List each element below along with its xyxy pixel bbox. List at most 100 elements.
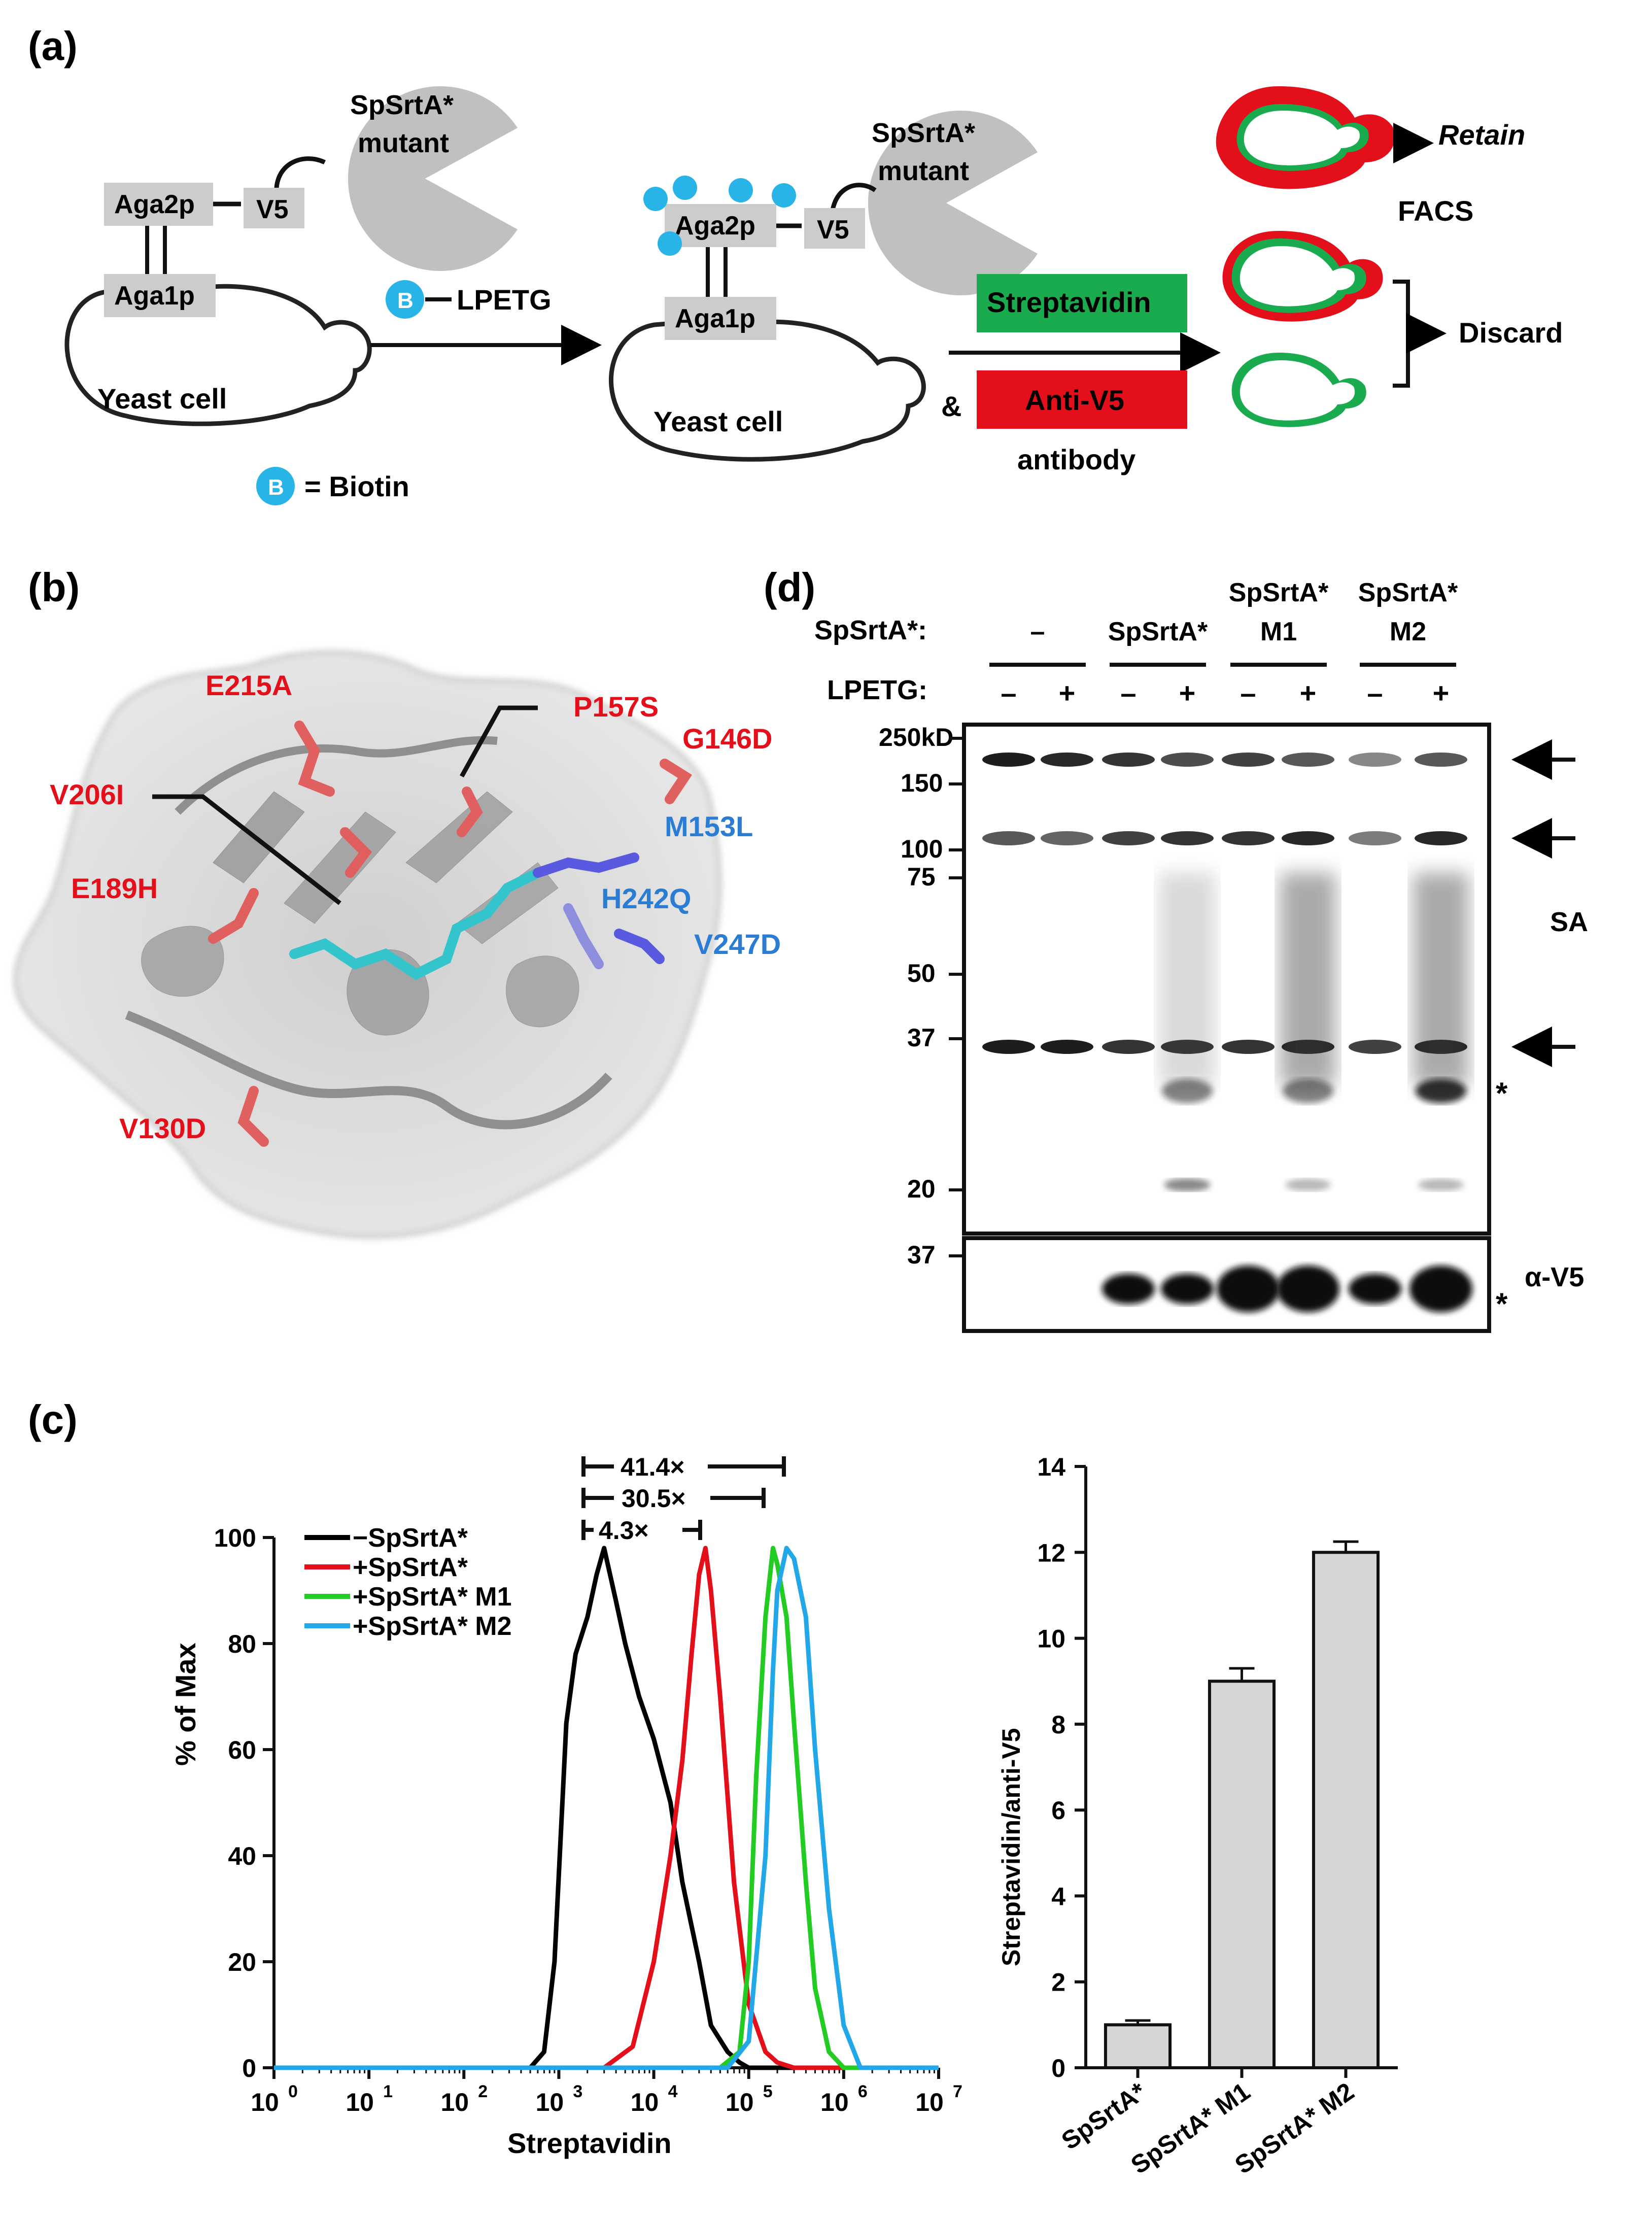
sa-band-6-1 [1349, 831, 1401, 845]
sa-band-7-0 [1415, 753, 1467, 767]
sa-band-1-0 [1041, 753, 1093, 767]
discard-bracket [1393, 280, 1410, 388]
wb-lane-sign-5: + [1300, 677, 1317, 709]
wb-group-top-2: SpSrtA* [1229, 578, 1329, 607]
streptavidin-label: Streptavidin [987, 286, 1151, 318]
sa-smear-band-7 [1416, 1079, 1466, 1103]
wb-lane-sign-6: – [1367, 677, 1383, 709]
wb-group-top-3: SpSrtA* [1358, 578, 1458, 607]
anti-v5-box [977, 370, 1187, 429]
biotin-dot-2 [673, 176, 697, 200]
sa-band-0-0 [982, 753, 1035, 767]
biotin-dot-4 [772, 183, 796, 208]
hist-ytick-label-5: 100 [214, 1524, 256, 1552]
bar-ytick-label-7: 14 [1037, 1453, 1065, 1481]
bar-axes: 0 2 4 6 8 10 12 14 [1037, 1453, 1398, 2082]
yeast-cell-label-left: Yeast cell [97, 383, 227, 415]
fold-41: 41.4× [621, 1453, 685, 1481]
sa-blot-frame [962, 723, 1491, 1236]
blue-sidechains [533, 852, 665, 969]
mutation-h242q: H242Q [601, 882, 691, 914]
sa-band-0-1 [982, 831, 1035, 845]
sa-label: SA [1550, 907, 1588, 937]
wb-group-label-1: SpSrtA* [1108, 617, 1208, 646]
v5-label: α-V5 [1525, 1262, 1584, 1292]
mw-50: 50 [907, 959, 936, 987]
wb-lane-sign-3: + [1179, 677, 1196, 709]
mw-37: 37 [907, 1023, 936, 1052]
mw-150: 150 [901, 769, 943, 797]
bar-1 [1208, 1680, 1276, 2070]
sa-band-2-0 [1102, 753, 1155, 767]
bar-ytick-label-3: 6 [1051, 1796, 1065, 1825]
facs-cell-3-inner [1240, 360, 1355, 421]
sa-band-4-1 [1222, 831, 1275, 845]
fold-brackets [581, 1456, 786, 1540]
peptide-ligand [289, 868, 543, 980]
v5-box-middle [804, 208, 865, 249]
mutation-m153l: M153L [665, 810, 753, 842]
biotin-legend: B = Biotin [256, 467, 409, 505]
hist-series-2 [274, 1546, 939, 2070]
sa-band-5-1 [1282, 831, 1334, 845]
panel-a: (a) SpSrtA* mutant Aga2p V5 Aga1p Yeast … [28, 23, 1563, 505]
mw-100: 100 [901, 835, 943, 863]
hist-series-3 [274, 1546, 939, 2070]
mutation-p157s: P157S [573, 691, 659, 723]
sa-band-1-2 [1041, 1040, 1093, 1054]
bar-category-0: SpSrtA* [1056, 2077, 1151, 2156]
histogram-curves [274, 1546, 939, 2070]
wb-lane-sign-0: – [1001, 677, 1016, 709]
sa-band-5-0 [1282, 753, 1334, 767]
staining-step: Streptavidin & Anti-V5 antibody [941, 274, 1221, 475]
sa-band-1-1 [1041, 831, 1093, 845]
v5-blot-bands [1102, 1266, 1472, 1312]
hist-xlabel: Streptavidin [507, 2127, 672, 2159]
ampersand: & [941, 390, 961, 422]
sa-band-4-0 [1222, 753, 1275, 767]
biotin-dot-1 [643, 187, 668, 211]
hist-xtick-exp-2: 2 [478, 2082, 488, 2101]
bar-2 [1312, 1551, 1380, 2069]
wb-lane-sign-1: + [1059, 677, 1076, 709]
fold-4: 4.3× [599, 1516, 649, 1545]
wb-header: SpSrtA* SpSrtA* – SpSrtA* M1 M2 – + – + – + – + [989, 578, 1458, 709]
red-sidechains [208, 721, 693, 1147]
legend-label-2: +SpSrtA* M1 [353, 1582, 512, 1612]
wb-group-label-2: M1 [1260, 617, 1297, 646]
mutation-e215a: E215A [205, 669, 292, 701]
protein-surface [13, 651, 721, 1239]
sa-smear-band-3 [1162, 1079, 1213, 1103]
hist-xtick-label-1: 10 [346, 2088, 374, 2116]
wb-lane-sign-7: + [1433, 677, 1450, 709]
bar-0 [1104, 2023, 1172, 2070]
hist-xtick-exp-5: 5 [763, 2082, 773, 2101]
hist-xtick-label-5: 10 [726, 2088, 754, 2116]
wb-group-label-3: M2 [1390, 617, 1426, 646]
yeast-cell-middle-outline [609, 317, 926, 462]
hist-series-0 [274, 1546, 939, 2070]
aga2p-label-middle: Aga2p [675, 211, 755, 241]
facs-outcomes: Retain FACS Discard [1216, 86, 1563, 427]
facs-cell-2-inner [1240, 246, 1355, 306]
legend-label-0: −SpSrtA* [353, 1523, 468, 1553]
aga2p-label-left: Aga2p [114, 190, 195, 219]
bar-ytick-label-5: 10 [1037, 1625, 1065, 1653]
sa-smear-band-5 [1283, 1079, 1333, 1103]
panel-d: (d) SpSrtA*: LPETG: SpSrtA* SpSrtA*– SpSrt… [764, 565, 1588, 1333]
v5-label-middle: V5 [817, 215, 849, 245]
hist-ytick-label-1: 20 [228, 1948, 256, 1976]
bar-ytick-label-1: 2 [1051, 1968, 1065, 1997]
mw-20: 20 [907, 1175, 936, 1203]
yeast-cell-label-middle: Yeast cell [653, 405, 783, 437]
hist-ytick-label-4: 80 [228, 1630, 256, 1658]
srt-pacman-left [348, 86, 518, 271]
bar-ytick-label-2: 4 [1051, 1882, 1065, 1910]
hist-xtick-label-6: 10 [820, 2088, 849, 2116]
sa-band-3-0 [1161, 753, 1214, 767]
panel-d-label: (d) [764, 565, 815, 610]
sa-smear-7 [1413, 873, 1469, 1086]
aga2p-box-left [104, 183, 213, 226]
legend-label-1: +SpSrtA* [353, 1553, 468, 1582]
